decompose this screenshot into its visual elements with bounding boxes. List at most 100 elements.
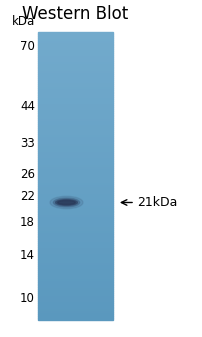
Bar	[38, 130, 113, 132]
Bar	[38, 155, 113, 157]
Bar	[38, 270, 113, 272]
Bar	[38, 176, 113, 178]
Bar	[38, 224, 113, 226]
Bar	[38, 218, 113, 220]
Bar	[38, 274, 113, 276]
Bar	[38, 145, 113, 147]
Text: 70: 70	[20, 39, 35, 53]
Bar	[38, 266, 113, 268]
Bar	[38, 209, 113, 211]
Bar	[38, 105, 113, 107]
Bar	[38, 118, 113, 120]
Bar	[38, 189, 113, 191]
Bar	[38, 268, 113, 270]
Bar	[38, 282, 113, 283]
Bar	[38, 211, 113, 213]
Bar	[38, 182, 113, 184]
Bar	[38, 48, 113, 49]
Bar	[38, 278, 113, 280]
Bar	[38, 191, 113, 193]
Bar	[38, 234, 113, 236]
Bar	[38, 107, 113, 109]
Bar	[38, 285, 113, 287]
Bar	[38, 40, 113, 41]
Bar	[38, 195, 113, 197]
Bar	[38, 78, 113, 80]
Bar	[38, 113, 113, 115]
Bar	[38, 55, 113, 57]
Text: 14: 14	[20, 249, 35, 262]
Bar	[38, 70, 113, 72]
Bar	[38, 149, 113, 151]
Bar	[38, 157, 113, 159]
Bar	[38, 101, 113, 103]
Bar	[38, 34, 113, 36]
Bar	[38, 184, 113, 186]
Bar	[38, 128, 113, 130]
Bar	[38, 124, 113, 126]
Bar	[38, 120, 113, 122]
Bar	[38, 137, 113, 140]
Ellipse shape	[57, 201, 75, 205]
Bar	[38, 258, 113, 261]
Bar	[38, 76, 113, 78]
Bar	[38, 193, 113, 195]
Bar	[38, 287, 113, 289]
Bar	[38, 253, 113, 255]
Text: kDa: kDa	[12, 15, 35, 28]
Bar	[38, 238, 113, 239]
Bar	[38, 82, 113, 84]
Text: 10: 10	[20, 293, 35, 305]
Bar	[38, 132, 113, 134]
Bar	[38, 136, 113, 137]
Bar	[38, 142, 113, 143]
Bar	[38, 166, 113, 168]
Bar	[38, 72, 113, 74]
Bar	[38, 299, 113, 301]
Text: 44: 44	[20, 100, 35, 113]
Bar	[38, 92, 113, 93]
Bar	[38, 307, 113, 308]
Bar	[38, 263, 113, 264]
Text: 22: 22	[20, 190, 35, 203]
Bar	[38, 203, 113, 205]
Bar	[38, 74, 113, 76]
Bar	[38, 41, 113, 43]
Bar	[38, 170, 113, 172]
Bar	[38, 97, 113, 99]
Text: 33: 33	[20, 137, 35, 150]
Bar	[38, 199, 113, 201]
Bar	[38, 162, 113, 164]
Bar	[38, 84, 113, 86]
Bar	[38, 178, 113, 180]
Text: 18: 18	[20, 216, 35, 229]
Bar	[38, 220, 113, 222]
Bar	[38, 305, 113, 307]
Bar	[38, 103, 113, 105]
Bar	[38, 232, 113, 234]
Bar	[38, 36, 113, 38]
Bar	[38, 80, 113, 82]
Bar	[38, 147, 113, 149]
Bar	[38, 49, 113, 51]
Bar	[38, 111, 113, 113]
Bar	[38, 314, 113, 316]
Bar	[38, 117, 113, 118]
Bar	[38, 247, 113, 249]
Bar	[38, 151, 113, 153]
Bar	[38, 187, 113, 189]
Bar	[38, 201, 113, 203]
Bar	[38, 90, 113, 92]
Bar	[38, 159, 113, 161]
Bar	[38, 51, 113, 53]
Bar	[38, 291, 113, 293]
Bar	[38, 126, 113, 128]
Bar	[38, 280, 113, 282]
Bar	[38, 68, 113, 70]
Bar	[38, 143, 113, 145]
Bar	[38, 249, 113, 251]
Bar	[38, 205, 113, 207]
Bar	[38, 228, 113, 230]
Bar	[38, 310, 113, 312]
Bar	[38, 115, 113, 117]
